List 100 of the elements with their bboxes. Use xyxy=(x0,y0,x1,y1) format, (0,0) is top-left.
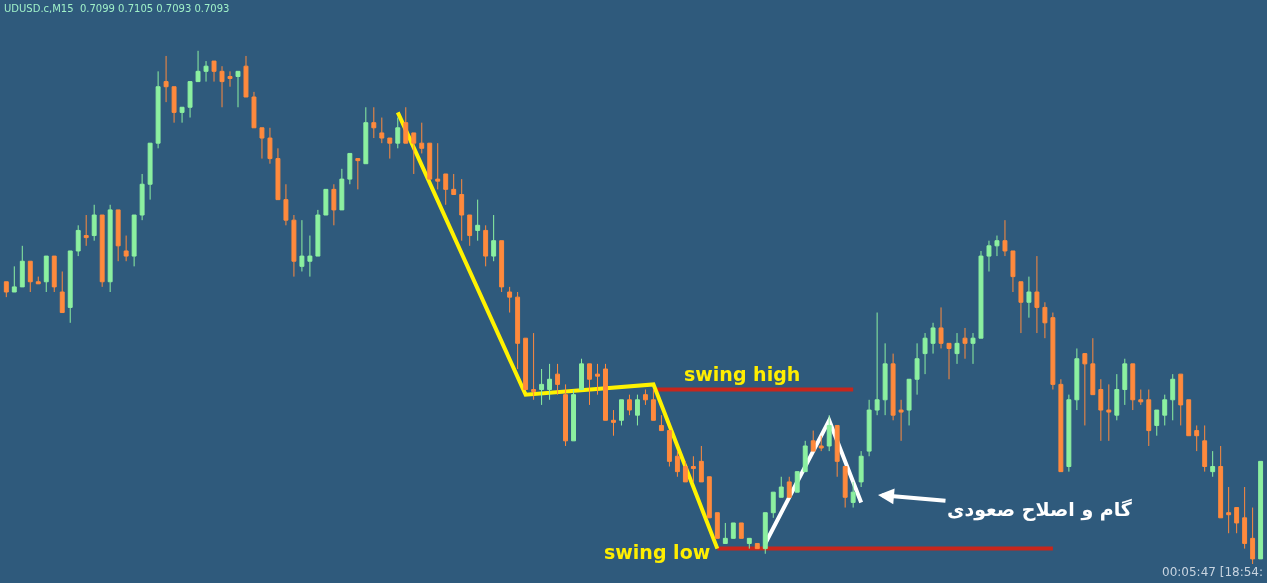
candlestick xyxy=(1234,507,1240,534)
candlestick xyxy=(547,363,553,401)
candlestick xyxy=(954,332,960,365)
candlestick xyxy=(690,455,696,483)
annotation: گام و اصلاح صعودی xyxy=(947,498,1133,521)
candlestick xyxy=(1066,394,1072,473)
candlestick xyxy=(978,250,984,339)
candlestick xyxy=(515,291,521,370)
candlestick xyxy=(403,106,409,144)
candlestick xyxy=(770,491,776,519)
candlestick xyxy=(267,127,273,165)
candlestick xyxy=(563,383,569,447)
candlestick xyxy=(890,353,896,421)
candlestick xyxy=(1162,394,1168,426)
candlestick xyxy=(339,168,345,211)
candlestick xyxy=(794,471,800,493)
candlestick xyxy=(627,394,632,416)
candlestick xyxy=(531,332,537,401)
candlestick xyxy=(427,142,433,180)
candlestick xyxy=(43,255,49,293)
candlestick xyxy=(251,91,257,129)
candlestick xyxy=(619,399,624,426)
candlestick xyxy=(1018,281,1024,334)
candlestick xyxy=(211,60,217,83)
candlestick xyxy=(746,537,752,550)
candlestick xyxy=(299,219,305,272)
candlestick xyxy=(706,476,712,519)
candlestick xyxy=(75,224,81,257)
candlestick xyxy=(642,389,648,406)
candlestick xyxy=(171,86,177,124)
candlestick xyxy=(650,389,656,421)
candlestick xyxy=(842,466,848,509)
candlestick xyxy=(834,424,840,478)
annotation: swing low xyxy=(604,541,711,563)
candlestick xyxy=(459,178,465,242)
text: UDUSD.c,M15 0.7099 0.7105 0.7093 0.7093 xyxy=(4,3,230,14)
candlestick xyxy=(307,235,313,278)
candlestick xyxy=(858,450,864,488)
candlestick xyxy=(195,50,201,83)
candlestick xyxy=(603,363,608,421)
candlestick xyxy=(1202,424,1208,473)
candlestick xyxy=(1082,353,1088,426)
candlestick xyxy=(475,199,481,242)
candlestick xyxy=(722,522,728,544)
candlestick xyxy=(355,158,361,190)
candlestick xyxy=(11,265,17,293)
candlestick xyxy=(682,460,688,483)
candlestick xyxy=(738,522,744,539)
candlestick xyxy=(67,250,73,324)
candlestick xyxy=(850,481,856,509)
candlestick xyxy=(19,245,25,288)
candlestick xyxy=(59,270,65,314)
candlestick xyxy=(1154,409,1160,437)
candlestick xyxy=(107,204,113,293)
candlestick xyxy=(139,173,145,221)
candlestick xyxy=(802,440,808,473)
candlestick xyxy=(1002,219,1008,257)
candlestick xyxy=(571,389,576,442)
candlestick xyxy=(83,214,89,247)
candlestick xyxy=(595,363,600,396)
candlestick xyxy=(786,476,792,498)
candlestick xyxy=(491,214,497,262)
candlestick xyxy=(555,363,561,396)
candlestick xyxy=(970,332,976,365)
candlestick xyxy=(163,55,169,103)
candlestick xyxy=(1026,276,1032,319)
candlestick xyxy=(1194,424,1200,452)
candlestick xyxy=(882,342,888,416)
candlestick xyxy=(714,512,720,539)
candlestick xyxy=(1210,450,1216,478)
candlestick xyxy=(35,276,41,285)
candlestick xyxy=(259,127,265,160)
candlestick xyxy=(1050,312,1056,391)
candlestick xyxy=(698,445,704,483)
candlestick xyxy=(898,399,904,442)
candlestick xyxy=(115,209,121,262)
candlestick xyxy=(1178,373,1184,426)
candlestick xyxy=(962,327,968,360)
candlestick xyxy=(914,342,920,396)
candlestick xyxy=(946,342,952,380)
candlestick xyxy=(1098,378,1104,442)
candlestick xyxy=(91,204,97,242)
candlestick xyxy=(1010,250,1016,293)
candlestick xyxy=(395,117,401,149)
candlestick xyxy=(387,137,393,160)
candlestick xyxy=(123,235,129,262)
candlestick xyxy=(203,60,209,83)
candlestick xyxy=(227,70,233,88)
candlestick xyxy=(507,286,513,314)
candlestick xyxy=(331,183,337,226)
candlestick xyxy=(483,224,489,267)
candlestick xyxy=(1250,507,1256,565)
candlestick xyxy=(866,399,872,457)
candlestick xyxy=(1106,383,1112,442)
candlestick xyxy=(1074,347,1080,411)
candlestick xyxy=(451,173,457,195)
candlestick xyxy=(754,542,760,550)
candlestick xyxy=(411,132,417,175)
candlestick xyxy=(874,312,880,416)
candlestick xyxy=(922,332,928,375)
